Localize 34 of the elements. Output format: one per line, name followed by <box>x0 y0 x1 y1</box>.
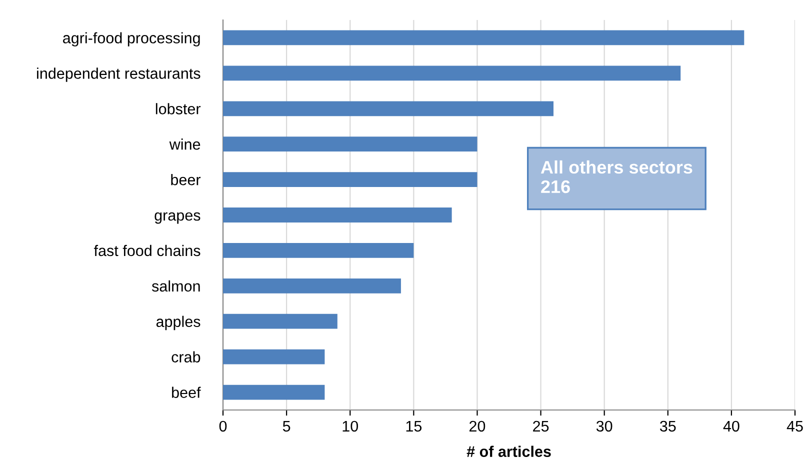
x-axis-title: # of articles <box>466 446 551 457</box>
x-tick-label: 15 <box>406 420 422 432</box>
y-tick-label: fast food chains <box>94 244 200 256</box>
x-tick-label: 0 <box>219 420 227 432</box>
y-tick-label: beer <box>171 174 201 186</box>
bar <box>223 384 325 400</box>
bar <box>223 349 325 364</box>
bar <box>223 66 681 81</box>
y-tick-label: apples <box>156 316 200 330</box>
bar <box>223 101 554 116</box>
x-tick-label: 25 <box>533 420 549 432</box>
bar <box>223 30 744 46</box>
x-tick-label: 40 <box>723 420 740 432</box>
bar <box>223 314 338 329</box>
y-tick-label: wine <box>169 138 200 150</box>
y-tick-label: lobster <box>156 103 201 114</box>
bar <box>223 172 478 187</box>
x-tick-label: 10 <box>342 420 358 432</box>
bar <box>223 208 452 222</box>
x-tick-label: 45 <box>786 420 803 432</box>
y-tick-label: beef <box>172 386 201 398</box>
y-tick-label: grapes <box>154 212 200 224</box>
bar <box>223 136 478 152</box>
bar <box>223 278 401 294</box>
x-tick-label: 30 <box>596 420 612 432</box>
bar <box>223 243 414 258</box>
y-tick-label: agri-food processing <box>63 32 200 46</box>
y-tick-label: salmon <box>152 280 200 292</box>
y-tick-label: independent restaurants <box>37 68 200 82</box>
annotation: All others sectors 216 <box>540 160 692 194</box>
x-tick-label: 5 <box>282 420 290 432</box>
y-tick-label: crab <box>172 351 200 363</box>
x-tick-label: 35 <box>660 420 676 432</box>
x-tick-label: 20 <box>469 420 486 432</box>
